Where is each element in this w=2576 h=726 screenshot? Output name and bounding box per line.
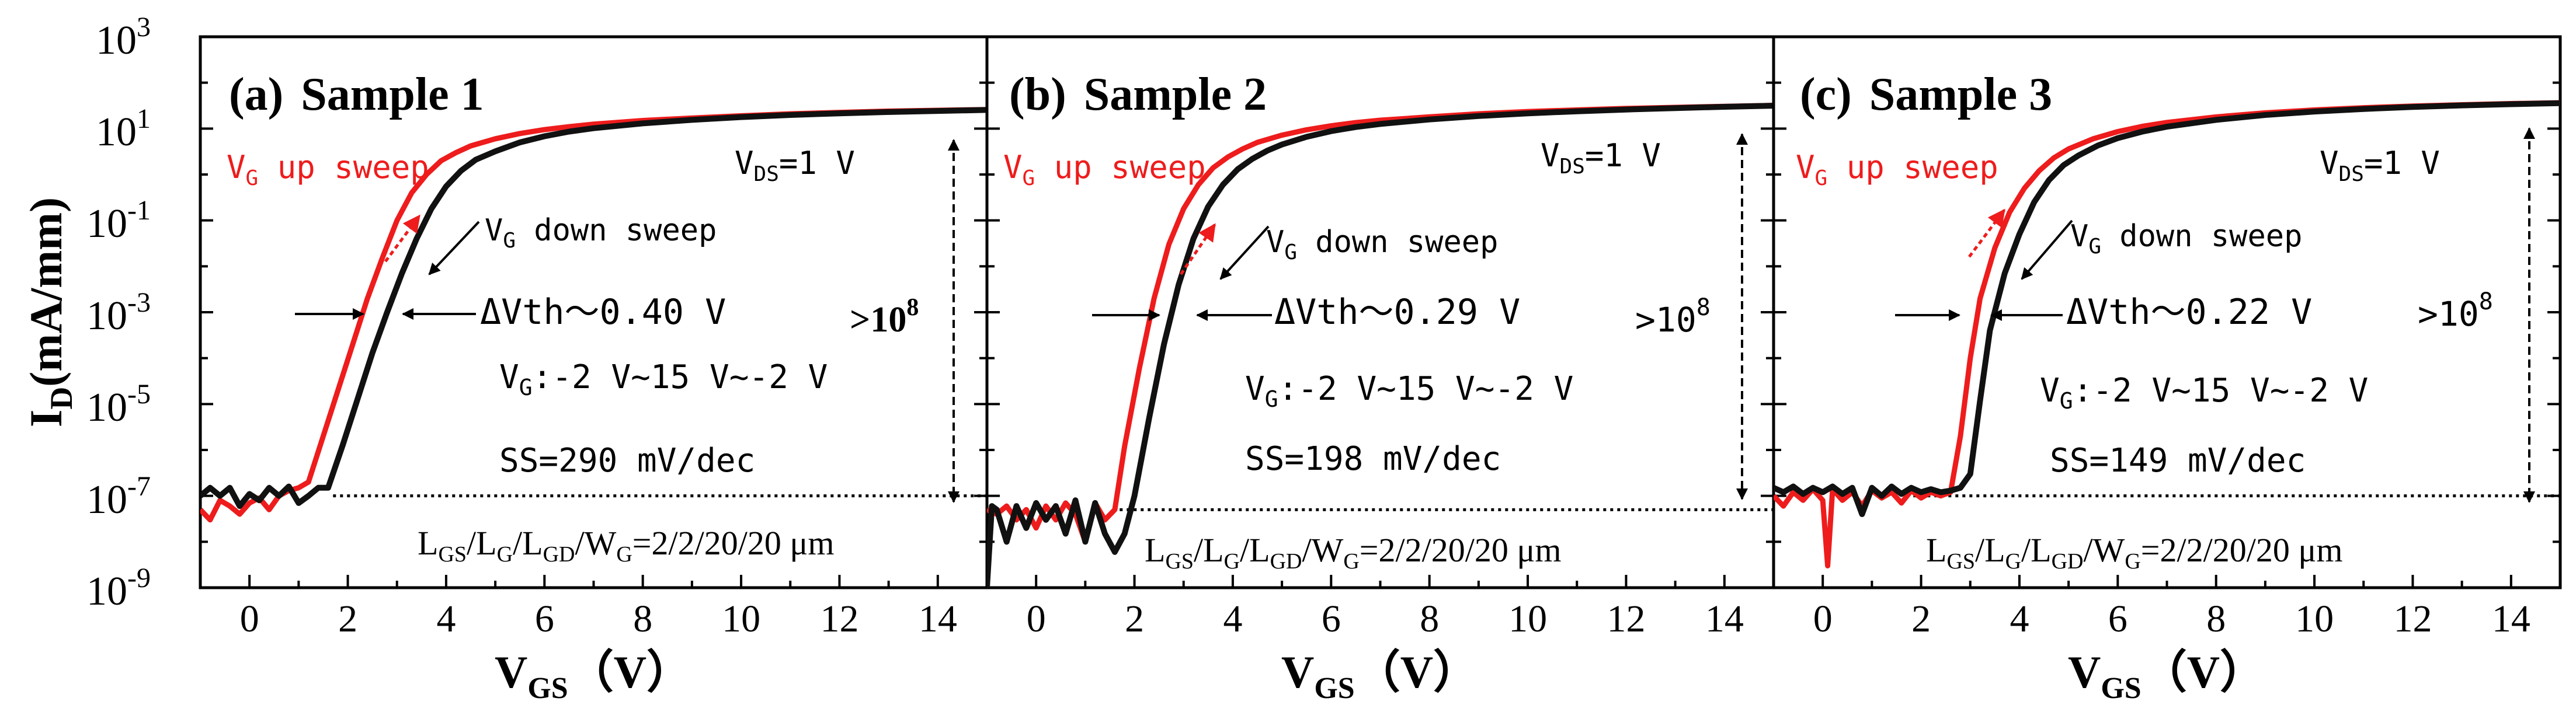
x-axis-label-b: VGS（V） xyxy=(1281,647,1479,705)
panel-b: 0 2 4 6 8 10 12 14 xyxy=(985,35,1775,640)
panel-a-xtick-label: 0 xyxy=(240,598,259,640)
panel-c-up-sweep-label: VG up sweep xyxy=(1796,149,1998,190)
panel-c-xtick-label: 8 xyxy=(2206,598,2226,640)
panel-c-xtick-label: 0 xyxy=(1813,598,1833,640)
panel-a-down-sweep-label: VG down sweep xyxy=(485,213,717,253)
panel-a-xtick-label: 12 xyxy=(820,598,858,640)
y-axis-label: ID(mA/mm) xyxy=(20,197,79,427)
panel-a-vg-range: VG:-2 V~15 V~-2 V xyxy=(499,358,828,400)
panel-a-down-arrow xyxy=(428,221,480,275)
panel-a-ratio: >108 xyxy=(850,294,919,340)
panel-c-ss: SS=149 mV/dec xyxy=(2050,442,2306,480)
panel-c-xtick-label: 10 xyxy=(2295,598,2334,640)
panel-a-xtick-label: 10 xyxy=(722,598,760,640)
panel-c-xtick-label: 14 xyxy=(2492,598,2530,640)
y-tick-label: 101 xyxy=(96,103,151,155)
panel-c-down-sweep-line xyxy=(1774,100,2560,517)
panel-b-up-arrow xyxy=(1179,223,1216,275)
y-tick-label: 10-7 xyxy=(86,471,151,522)
panel-b-down-sweep-line xyxy=(987,103,1774,588)
panel-c-vds-label: VDS=1 V xyxy=(2320,145,2440,186)
panel-c-xtick-label: 12 xyxy=(2393,598,2432,640)
panel-b-ratio: >108 xyxy=(1635,294,1711,340)
panel-b-down-arrow xyxy=(1219,225,1270,280)
panel-a-xtick-label: 2 xyxy=(338,598,357,640)
panel-a-down-sweep-line xyxy=(200,107,987,509)
panel-a: 0 2 4 6 8 10 12 14 xyxy=(199,35,989,640)
panel-b-xtick-label: 10 xyxy=(1508,598,1547,640)
panel-b-up-sweep-label: VG up sweep xyxy=(1003,149,1206,190)
panel-a-up-arrow xyxy=(384,214,421,263)
panel-a-xtick-label: 4 xyxy=(436,598,456,640)
panel-c-xtick-label: 2 xyxy=(1911,598,1931,640)
panel-a-vds-label: VDS=1 V xyxy=(735,145,855,186)
panel-a-geometry: LGS/LG/LGD/WG=2/2/20/20 μm xyxy=(418,524,835,567)
panels: 0 2 4 6 8 10 12 14 0 2 4 6 8 10 12 14 0 2 4 6 8 10 12 14 xyxy=(199,35,2562,640)
panel-b-title: (b) Sample 2 xyxy=(1009,69,1267,120)
panel-b-xtick-label: 6 xyxy=(1322,598,1341,640)
y-tick-label: 10-5 xyxy=(86,379,151,430)
panel-b-geometry: LGS/LG/LGD/WG=2/2/20/20 μm xyxy=(1145,531,1562,574)
x-axis-label-a: VGS（V） xyxy=(495,647,692,705)
panel-b-down-sweep-label: VG down sweep xyxy=(1266,225,1498,264)
panel-c-up-arrow xyxy=(1968,208,2005,258)
panel-b-xtick-label: 8 xyxy=(1420,598,1439,640)
panel-a-xtick-label: 8 xyxy=(633,598,652,640)
panel-c-down-sweep-label: VG down sweep xyxy=(2070,219,2302,259)
panel-c-ratio: >108 xyxy=(2418,288,2493,334)
panel-c-geometry: LGS/LG/LGD/WG=2/2/20/20 μm xyxy=(1926,531,2343,574)
panel-a-delta-vth: ΔVth～0.40 V xyxy=(480,292,726,333)
panel-b-vds-label: VDS=1 V xyxy=(1541,137,1661,179)
panel-c-xtick-label: 6 xyxy=(2108,598,2127,640)
panel-b-xtick-label: 14 xyxy=(1705,598,1744,640)
panel-a-annotations: (a) Sample 1 VG up sweep VDS=1 V VG down … xyxy=(227,69,960,567)
panel-a-up-sweep-label: VG up sweep xyxy=(227,149,429,190)
panel-b-xtick-label: 0 xyxy=(1027,598,1046,640)
panel-c-down-arrow xyxy=(2021,219,2073,280)
panel-b-delta-vth: ΔVth～0.29 V xyxy=(1274,292,1520,333)
panel-c: 0 2 4 6 8 10 12 14 xyxy=(1772,35,2562,640)
panel-b-xtick-label: 4 xyxy=(1223,598,1242,640)
panel-a-xtick-label: 14 xyxy=(919,598,957,640)
panel-b-vg-range: VG:-2 V~15 V~-2 V xyxy=(1245,370,1573,412)
panel-b-annotations: (b) Sample 2 VG up sweep VDS=1 V VG down … xyxy=(1003,69,1748,574)
panel-a-xtick-label: 6 xyxy=(535,598,554,640)
y-tick-label: 103 xyxy=(96,12,151,63)
panel-b-xtick-label: 12 xyxy=(1607,598,1645,640)
panel-c-xtick-label: 4 xyxy=(2010,598,2029,640)
panel-c-delta-vth: ΔVth～0.22 V xyxy=(2066,292,2312,333)
panel-c-annotations: (c) Sample 3 VG up sweep VDS=1 V VG down … xyxy=(1796,69,2535,574)
panel-a-ss: SS=290 mV/dec xyxy=(499,442,755,480)
x-axis-label-c: VGS（V） xyxy=(2068,647,2265,705)
y-tick-label: 10-3 xyxy=(86,287,151,338)
y-tick-labels: 103 101 10-1 10-3 10-5 10-7 10-9 xyxy=(86,12,151,614)
y-tick-label: 10-9 xyxy=(86,563,151,614)
panel-c-vg-range: VG:-2 V~15 V~-2 V xyxy=(2040,372,2368,414)
panel-b-xtick-label: 2 xyxy=(1125,598,1144,640)
panel-b-ss: SS=198 mV/dec xyxy=(1245,440,1501,478)
y-tick-label: 10-1 xyxy=(86,195,151,246)
panel-c-title: (c) Sample 3 xyxy=(1800,69,2052,120)
panel-a-title: (a) Sample 1 xyxy=(229,69,484,120)
